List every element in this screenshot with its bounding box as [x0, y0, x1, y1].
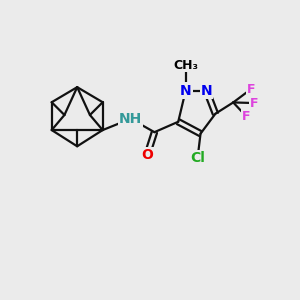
Text: N: N: [180, 84, 191, 98]
Text: CH₃: CH₃: [173, 59, 198, 72]
Text: N: N: [201, 84, 212, 98]
Text: F: F: [247, 82, 255, 96]
Text: O: O: [141, 148, 153, 162]
Text: F: F: [250, 97, 258, 110]
Text: F: F: [242, 110, 251, 123]
Text: Cl: Cl: [190, 151, 205, 165]
Text: NH: NH: [119, 112, 142, 126]
